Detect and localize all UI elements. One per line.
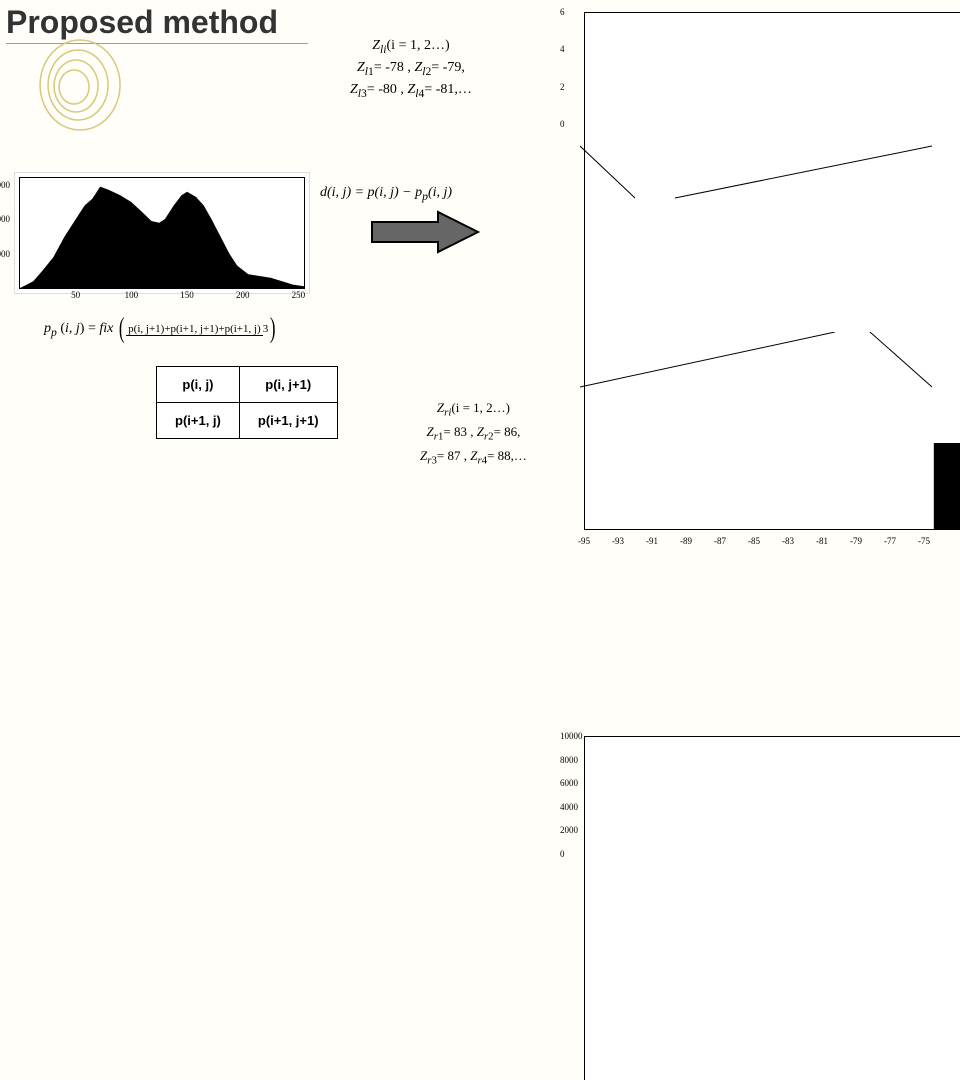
pixel-table: p(i, j)p(i, j+1) p(i+1, j)p(i+1, j+1)	[156, 366, 338, 439]
decorative-swirl	[30, 30, 130, 140]
cell-11: p(i+1, j+1)	[239, 403, 337, 439]
cell-00: p(i, j)	[157, 367, 240, 403]
page-title: Proposed method	[6, 4, 308, 44]
pp-denominator: 3	[263, 322, 269, 335]
cell-01: p(i, j+1)	[239, 367, 337, 403]
top-histogram: 0246-95-93-91-89-87-85-83-81-79-77-75	[556, 8, 960, 548]
zl-equations: Zli(i = 1, 2…) Zl1= -78 , Zl2= -79, Zl3=…	[350, 36, 472, 102]
cell-10: p(i+1, j)	[157, 403, 240, 439]
pp-numerator: p(i, j+1)+p(i+1, j+1)+p(i+1, j)	[126, 323, 263, 336]
page-number: 7	[937, 511, 946, 532]
equation-pp: pp (i, j) = fix (p(i, j+1)+p(i+1, j+1)+p…	[44, 313, 278, 345]
main-histogram: 010002000300050100150200250	[14, 172, 310, 294]
zr-equations: Zri(i = 1, 2…) Zr1= 83 , Zr2= 86, Zr3= 8…	[420, 398, 527, 470]
arrow-icon	[370, 210, 480, 254]
middle-histogram: 0200040006000800010000-250-200-150-100-5…	[556, 732, 960, 1080]
equation-d: d(i, j) = p(i, j) − pp(i, j)	[320, 185, 452, 203]
